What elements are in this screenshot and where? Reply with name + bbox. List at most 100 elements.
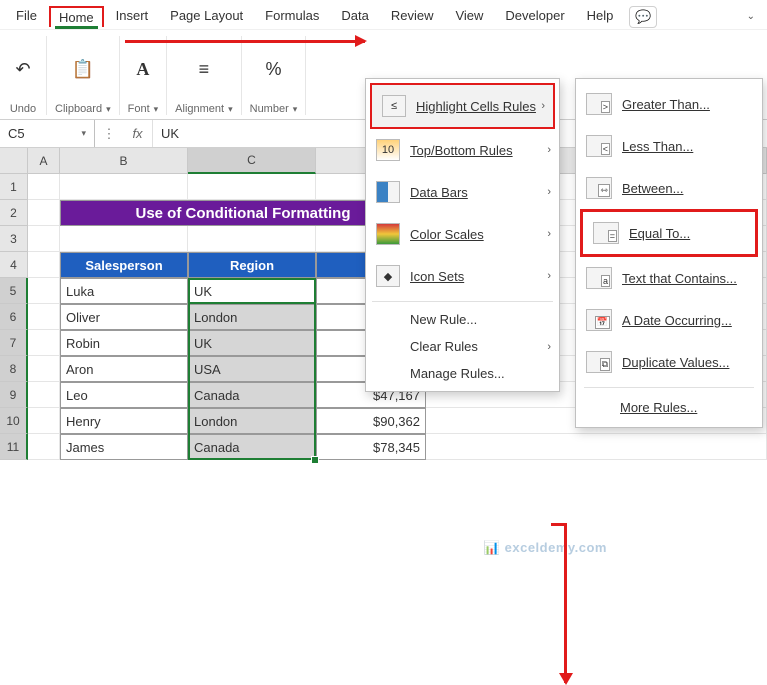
row-header[interactable]: 11 bbox=[0, 434, 28, 460]
group-font-label: Font bbox=[128, 103, 150, 115]
cell[interactable] bbox=[28, 382, 60, 408]
databars-icon bbox=[376, 181, 400, 203]
cell[interactable] bbox=[28, 330, 60, 356]
table-cell[interactable]: Canada bbox=[188, 434, 316, 460]
formula-value[interactable]: UK bbox=[153, 126, 187, 141]
cell[interactable] bbox=[426, 434, 767, 460]
tab-review[interactable]: Review bbox=[381, 4, 444, 29]
row-header[interactable]: 7 bbox=[0, 330, 28, 356]
cf-clear-rules[interactable]: Clear Rules › bbox=[366, 333, 559, 360]
cell[interactable] bbox=[28, 304, 60, 330]
cf-color-scales[interactable]: Color Scales › bbox=[366, 213, 559, 255]
cf-equal-to[interactable]: = Equal To... bbox=[580, 209, 758, 257]
table-header-region[interactable]: Region bbox=[188, 252, 316, 278]
chevron-down-icon: ▾ bbox=[81, 128, 86, 139]
cf-duplicate-values[interactable]: ⧉ Duplicate Values... bbox=[576, 341, 762, 383]
fill-handle[interactable] bbox=[311, 456, 319, 464]
table-cell[interactable]: USA bbox=[188, 356, 316, 382]
row-header[interactable]: 6 bbox=[0, 304, 28, 330]
cell[interactable] bbox=[28, 226, 60, 252]
table-cell[interactable]: $90,362 bbox=[316, 408, 426, 434]
cell[interactable] bbox=[188, 174, 316, 200]
row-header[interactable]: 3 bbox=[0, 226, 28, 252]
fx-label[interactable]: fx bbox=[123, 120, 153, 147]
col-header-b[interactable]: B bbox=[60, 148, 188, 174]
table-cell[interactable]: James bbox=[60, 434, 188, 460]
undo-icon[interactable]: ↶ bbox=[8, 55, 38, 85]
table-cell[interactable]: $78,345 bbox=[316, 434, 426, 460]
table-cell[interactable]: UK bbox=[188, 330, 316, 356]
menu-label: Greater Than... bbox=[622, 97, 710, 112]
cell[interactable] bbox=[28, 434, 60, 460]
row-header[interactable]: 10 bbox=[0, 408, 28, 434]
group-alignment-label: Alignment bbox=[175, 103, 224, 115]
row-header[interactable]: 4 bbox=[0, 252, 28, 278]
name-box[interactable]: C5 ▾ bbox=[0, 120, 95, 147]
cell[interactable] bbox=[28, 174, 60, 200]
row-header[interactable]: 1 bbox=[0, 174, 28, 200]
row-header[interactable]: 5 bbox=[0, 278, 28, 304]
comments-icon[interactable]: 💬 bbox=[629, 6, 657, 28]
tab-formulas[interactable]: Formulas bbox=[255, 4, 329, 29]
cell[interactable] bbox=[188, 226, 316, 252]
table-cell[interactable]: Oliver bbox=[60, 304, 188, 330]
cf-more-rules[interactable]: More Rules... bbox=[576, 392, 762, 423]
ribbon-collapse-icon[interactable]: ⌄ bbox=[741, 7, 761, 26]
number-icon[interactable]: % bbox=[258, 55, 288, 85]
paste-icon[interactable]: 📋 bbox=[68, 55, 98, 85]
cf-less-than[interactable]: < Less Than... bbox=[576, 125, 762, 167]
cf-date-occurring[interactable]: 📅 A Date Occurring... bbox=[576, 299, 762, 341]
select-all-corner[interactable] bbox=[0, 148, 28, 174]
tab-insert[interactable]: Insert bbox=[106, 4, 159, 29]
fbar-expand-icon[interactable]: ⋮ bbox=[95, 126, 123, 142]
row-header[interactable]: 2 bbox=[0, 200, 28, 226]
cell[interactable] bbox=[28, 200, 60, 226]
submenu-arrow-icon: › bbox=[547, 186, 551, 198]
cf-new-rule[interactable]: New Rule... bbox=[366, 306, 559, 333]
separator bbox=[584, 387, 754, 388]
cf-top-bottom[interactable]: 10 Top/Bottom Rules › bbox=[366, 129, 559, 171]
table-cell[interactable]: Luka bbox=[60, 278, 188, 304]
table-cell[interactable]: London bbox=[188, 304, 316, 330]
cf-text-contains[interactable]: a Text that Contains... bbox=[576, 257, 762, 299]
cell[interactable] bbox=[28, 356, 60, 382]
table-cell[interactable]: Robin bbox=[60, 330, 188, 356]
table-cell[interactable]: Aron bbox=[60, 356, 188, 382]
row-header[interactable]: 8 bbox=[0, 356, 28, 382]
table-cell[interactable]: Leo bbox=[60, 382, 188, 408]
table-cell[interactable]: Henry bbox=[60, 408, 188, 434]
col-header-c[interactable]: C bbox=[188, 148, 316, 174]
cf-highlight-cells-rules[interactable]: ≤ Highlight Cells Rules › bbox=[370, 83, 555, 129]
cf-icon-sets[interactable]: ◆ Icon Sets › bbox=[366, 255, 559, 297]
cell[interactable] bbox=[28, 408, 60, 434]
row-header[interactable]: 9 bbox=[0, 382, 28, 408]
tab-data[interactable]: Data bbox=[331, 4, 378, 29]
cell[interactable] bbox=[28, 278, 60, 304]
submenu-arrow-icon: › bbox=[547, 270, 551, 282]
watermark: 📊 exceldemy.com bbox=[484, 540, 607, 556]
cf-greater-than[interactable]: > Greater Than... bbox=[576, 83, 762, 125]
menu-label: New Rule... bbox=[410, 312, 549, 327]
alignment-icon[interactable]: ≡ bbox=[189, 55, 219, 85]
cf-data-bars[interactable]: Data Bars › bbox=[366, 171, 559, 213]
cell[interactable] bbox=[60, 174, 188, 200]
cf-between[interactable]: ⇿ Between... bbox=[576, 167, 762, 209]
tab-home[interactable]: Home bbox=[49, 6, 104, 27]
tab-developer[interactable]: Developer bbox=[495, 4, 574, 29]
table-cell[interactable]: London bbox=[188, 408, 316, 434]
cell[interactable] bbox=[28, 252, 60, 278]
col-header-a[interactable]: A bbox=[28, 148, 60, 174]
table-header-salesperson[interactable]: Salesperson bbox=[60, 252, 188, 278]
annotation-arrow-1 bbox=[125, 40, 365, 43]
tab-bar: File Home Insert Page Layout Formulas Da… bbox=[0, 0, 767, 30]
font-icon[interactable]: A bbox=[128, 55, 158, 85]
menu-label: Between... bbox=[622, 181, 683, 196]
table-cell[interactable]: Canada bbox=[188, 382, 316, 408]
cf-manage-rules[interactable]: Manage Rules... bbox=[366, 360, 559, 387]
cell[interactable] bbox=[60, 226, 188, 252]
table-cell-active[interactable]: UK bbox=[188, 278, 316, 304]
tab-view[interactable]: View bbox=[445, 4, 493, 29]
tab-help[interactable]: Help bbox=[577, 4, 624, 29]
tab-file[interactable]: File bbox=[6, 4, 47, 29]
tab-page-layout[interactable]: Page Layout bbox=[160, 4, 253, 29]
